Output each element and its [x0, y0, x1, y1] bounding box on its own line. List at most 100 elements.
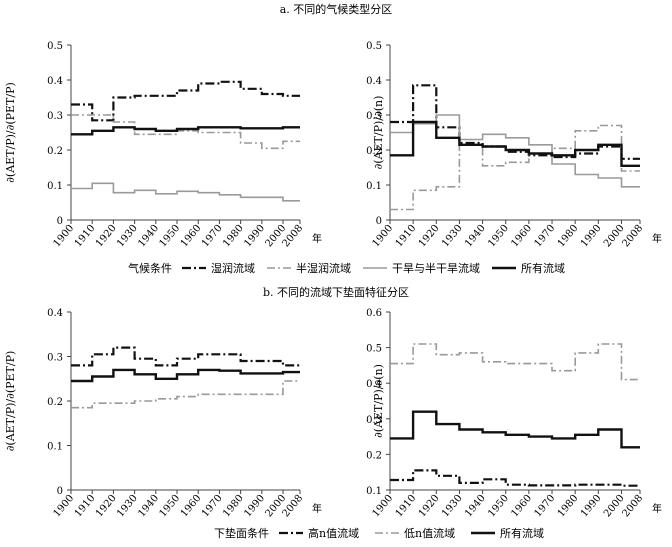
series-line — [71, 182, 300, 202]
x-tick-label: 1910 — [73, 223, 98, 250]
x-tick-label: 1980 — [556, 223, 581, 250]
x-tick-label: 1990 — [579, 493, 604, 520]
x-tick-label: 1930 — [115, 493, 140, 520]
chart-b-left: 0 0.1 0.2 0.3 0.4 190019101920193019401950196… — [4, 308, 322, 519]
chart-b-right: 0.10.20.30.40.50.61900191019201930194019… — [366, 308, 662, 519]
x-tick-label: 1930 — [440, 223, 465, 250]
y-tick-label: 0.4 — [366, 76, 382, 87]
x-tick-label: 1940 — [463, 493, 488, 520]
y-tick-label: 0.2 — [47, 397, 63, 408]
y-tick-label: 0.5 — [47, 41, 63, 52]
series-line — [390, 114, 640, 188]
y-tick-label: 0 — [57, 216, 63, 227]
series-line — [390, 410, 640, 449]
series-line — [71, 80, 300, 122]
x-tick-label: 1970 — [200, 223, 225, 250]
legend-item-label: 高n值流域 — [308, 526, 359, 540]
y-tick-label: 0.3 — [47, 353, 63, 364]
x-tick-label: 1970 — [533, 223, 558, 250]
x-tick-label: 1920 — [417, 223, 442, 250]
y-tick-label: 0 — [376, 216, 382, 227]
y-tick-label: 0.6 — [366, 308, 382, 319]
panel-b-title: b. 不同的流域下垫面特征分区 — [263, 285, 409, 299]
x-tick-label: 1930 — [440, 493, 465, 520]
legend-a: 气候条件 湿润流域 半湿润流域 干旱与半干旱流域 所有流域 — [128, 261, 565, 275]
legend-title: 气候条件 — [128, 261, 172, 275]
chart-a-left: 0 0.1 0.2 0.3 0.4 0.5 190019101920193019401950… — [4, 41, 322, 249]
y-tick-label: 0.4 — [47, 76, 63, 87]
y-tick-label: 0.3 — [366, 415, 382, 426]
legend-item-label: 所有流域 — [500, 526, 544, 540]
legend-item-label: 干旱与半干旱流域 — [392, 261, 480, 275]
x-tick-label: 1900 — [371, 223, 396, 250]
y-axis-label: ∂(AET/P)/∂(n) — [372, 364, 385, 438]
x-tick-label: 1950 — [158, 493, 183, 520]
legend-title: 下垫面条件 — [214, 526, 269, 540]
series-line — [71, 380, 300, 409]
x-tick-label: 2008 — [621, 493, 646, 520]
y-axis-label: ∂(AET/P)/∂(PET/P) — [4, 351, 17, 452]
x-tick-label: 1970 — [200, 493, 225, 520]
y-tick-label: 0.5 — [366, 41, 382, 52]
x-tick-label: 1920 — [94, 493, 119, 520]
y-tick-label: 0.2 — [47, 146, 63, 157]
y-tick-label: 0.5 — [366, 344, 382, 355]
x-tick-label: 1910 — [73, 493, 98, 520]
legend-item-label: 半湿润流域 — [296, 261, 351, 275]
y-tick-label: 0 — [57, 486, 63, 497]
panel-a-title: a. 不同的气候类型分区 — [280, 2, 393, 16]
legend-b: 下垫面条件 高n值流域 低n值流域 所有流域 — [214, 526, 544, 540]
x-tick-label: 1960 — [509, 493, 534, 520]
x-tick-label: 1960 — [509, 223, 534, 250]
x-tick-label: 1940 — [136, 493, 161, 520]
x-unit-label: 年 — [312, 232, 322, 245]
x-unit-label: 年 — [312, 502, 322, 515]
x-tick-label: 1990 — [242, 493, 267, 520]
x-tick-label: 1960 — [179, 493, 204, 520]
y-tick-label: 0.4 — [47, 308, 63, 319]
y-tick-label: 0.1 — [366, 486, 382, 497]
x-tick-label: 1980 — [221, 223, 246, 250]
x-tick-label: 1990 — [579, 223, 604, 250]
x-tick-label: 1960 — [179, 223, 204, 250]
legend-item-label: 低n值流域 — [404, 526, 455, 540]
legend-item-label: 所有流域 — [521, 261, 565, 275]
charts: 00.10.20.30.40.5190019101920193019401950… — [4, 41, 662, 519]
x-tick-label: 1930 — [115, 223, 140, 250]
x-tick-label: 1980 — [556, 493, 581, 520]
x-tick-label: 1920 — [417, 493, 442, 520]
x-tick-label: 1910 — [394, 493, 419, 520]
series-line — [390, 343, 640, 381]
series-line — [71, 126, 300, 136]
x-tick-label: 1980 — [221, 493, 246, 520]
series-line — [390, 124, 640, 211]
chart-a-right: 0 0.1 0.2 0.3 0.4 0.5 190019101920193019401950… — [366, 41, 662, 249]
series-line — [71, 368, 300, 383]
y-tick-label: 0.3 — [366, 111, 382, 122]
y-tick-label: 0.1 — [47, 442, 63, 453]
x-tick-label: 1900 — [52, 223, 77, 250]
y-axis-label: ∂(AET/P)/∂(PET/P) — [4, 82, 17, 183]
y-axis-label: ∂(AET/P)/∂(n) — [372, 96, 385, 170]
x-tick-label: 1940 — [136, 223, 161, 250]
x-tick-label: 1950 — [486, 223, 511, 250]
series-line — [71, 346, 300, 367]
y-tick-label: 0.2 — [366, 146, 382, 157]
x-unit-label: 年 — [652, 232, 662, 245]
y-tick-label: 0.2 — [366, 450, 382, 461]
x-tick-label: 1970 — [533, 493, 558, 520]
x-tick-label: 1900 — [52, 493, 77, 520]
x-unit-label: 年 — [652, 502, 662, 515]
y-tick-label: 0.1 — [366, 181, 382, 192]
y-tick-label: 0.3 — [47, 111, 63, 122]
x-tick-label: 1950 — [486, 493, 511, 520]
x-tick-label: 1920 — [94, 223, 119, 250]
x-tick-label: 2008 — [621, 223, 646, 250]
x-tick-label: 1990 — [242, 223, 267, 250]
y-tick-label: 0.1 — [47, 181, 63, 192]
series-line — [390, 469, 640, 487]
series-line — [71, 114, 300, 150]
x-tick-label: 1910 — [394, 223, 419, 250]
series-line — [390, 120, 640, 167]
